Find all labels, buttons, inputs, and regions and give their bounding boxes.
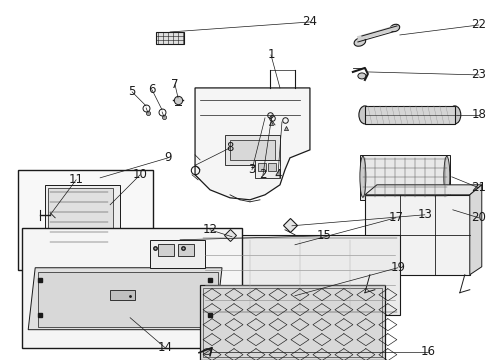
Bar [364, 106, 454, 124]
Polygon shape [28, 268, 222, 330]
Text: 15: 15 [316, 229, 331, 242]
Text: 11: 11 [68, 173, 83, 186]
Text: 17: 17 [387, 211, 403, 224]
Bar [178, 244, 194, 256]
Text: 20: 20 [470, 211, 485, 224]
Bar [258, 163, 265, 171]
Ellipse shape [353, 38, 365, 46]
Text: 24: 24 [302, 15, 317, 28]
Ellipse shape [448, 106, 460, 124]
Text: 16: 16 [420, 345, 434, 358]
Bar [254, 160, 280, 178]
Polygon shape [195, 88, 309, 200]
Text: 7: 7 [171, 78, 179, 91]
Bar [224, 135, 280, 165]
Bar [48, 188, 113, 243]
Bar [267, 163, 275, 171]
Bar [110, 290, 135, 300]
Polygon shape [359, 155, 449, 200]
Text: 4: 4 [274, 168, 281, 181]
Text: 3: 3 [248, 163, 255, 176]
Text: 6: 6 [148, 84, 156, 96]
Text: 2: 2 [259, 168, 266, 181]
Text: 12: 12 [202, 223, 217, 236]
Ellipse shape [443, 156, 449, 197]
Text: 21: 21 [470, 181, 485, 194]
Text: 18: 18 [470, 108, 485, 121]
Ellipse shape [203, 349, 211, 355]
Ellipse shape [389, 24, 399, 32]
Polygon shape [469, 185, 481, 275]
Bar [156, 32, 183, 44]
Text: 8: 8 [226, 141, 233, 154]
Bar [229, 140, 274, 160]
Bar [364, 195, 469, 275]
Ellipse shape [359, 156, 365, 197]
Polygon shape [364, 185, 481, 195]
Text: 23: 23 [470, 68, 485, 81]
Text: 19: 19 [389, 261, 405, 274]
Ellipse shape [358, 106, 370, 124]
Text: 9: 9 [164, 151, 171, 165]
Text: 10: 10 [132, 168, 147, 181]
Text: 13: 13 [417, 208, 431, 221]
Text: 5: 5 [128, 85, 136, 98]
Bar [18, 170, 153, 270]
Polygon shape [200, 235, 399, 315]
Bar [38, 272, 218, 327]
Bar [203, 288, 381, 357]
Text: 1: 1 [266, 49, 274, 62]
Text: 22: 22 [470, 18, 485, 31]
Bar [45, 185, 120, 255]
Bar [22, 228, 242, 348]
Bar [150, 240, 204, 268]
Ellipse shape [357, 73, 365, 79]
Text: 14: 14 [157, 341, 172, 354]
Polygon shape [200, 285, 384, 360]
Bar [158, 244, 174, 256]
